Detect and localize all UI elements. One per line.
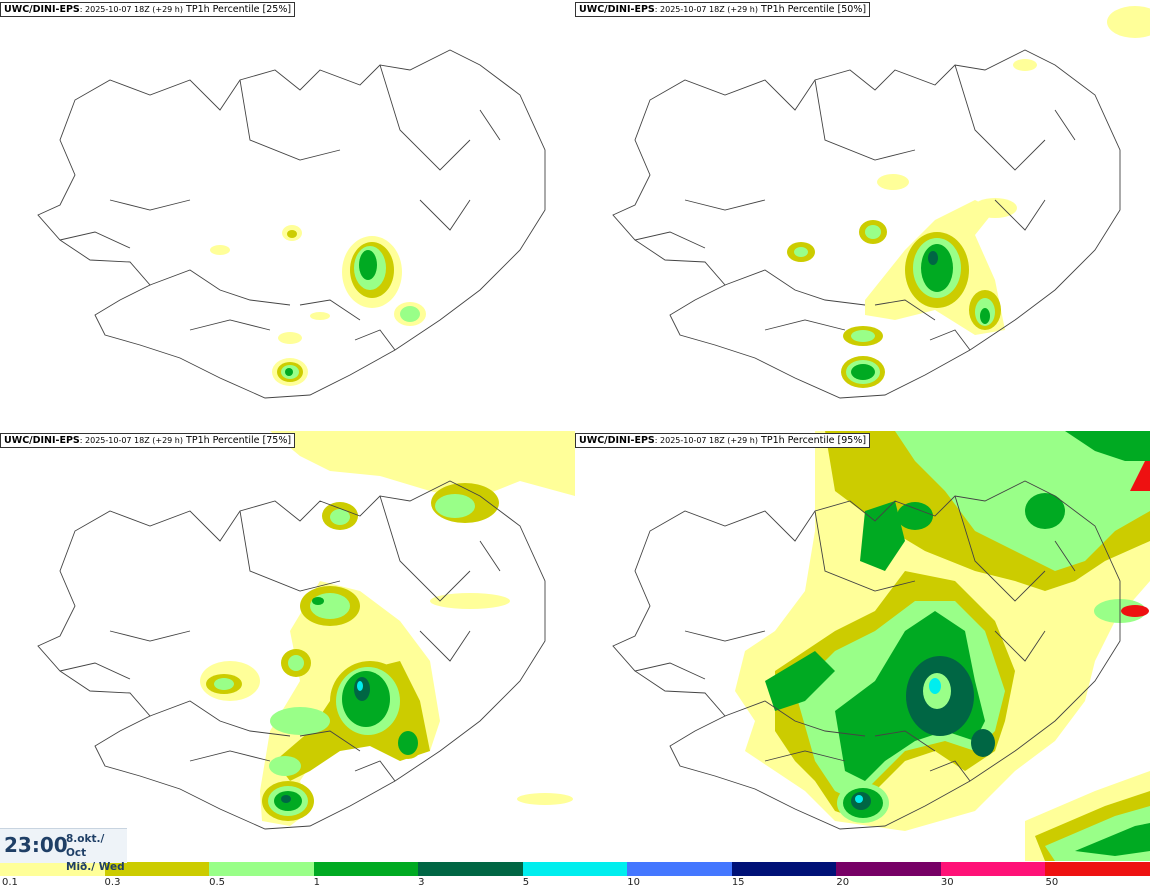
precip-field (735, 431, 1150, 861)
map-panel-p50: UWC/DINI-EPS: 2025-10-07 18Z (+29 h) TP1… (575, 0, 1150, 430)
legend-tick-label: 0.5 (209, 877, 225, 888)
coastline (612, 480, 1121, 830)
precip-field (200, 431, 575, 826)
legend-swatch (940, 862, 1046, 876)
valid-date: 8.okt./ Oct Mið./ Wed (66, 833, 125, 873)
panel-title: UWC/DINI-EPS: 2025-10-07 18Z (+29 h) TP1… (575, 433, 871, 448)
coastline (37, 49, 546, 399)
precip-field (210, 225, 426, 386)
coastline (612, 49, 1121, 399)
map-panel-p95: UWC/DINI-EPS: 2025-10-07 18Z (+29 h) TP1… (575, 431, 1150, 861)
color-legend: 0.1 0.3 0.5 1 3 5 10 15 20 30 50 (0, 862, 1150, 891)
legend-swatch (313, 862, 419, 876)
panel-title: UWC/DINI-EPS: 2025-10-07 18Z (+29 h) TP1… (0, 2, 296, 17)
legend-tick-label: 5 (522, 877, 530, 888)
precip-map (612, 6, 1150, 399)
legend-swatch (104, 862, 210, 876)
panel-title: UWC/DINI-EPS: 2025-10-07 18Z (+29 h) TP1… (0, 433, 296, 448)
valid-time-box: 23:00 8.okt./ Oct Mið./ Wed (0, 828, 127, 873)
coastline (37, 480, 546, 830)
legend-swatch (836, 862, 941, 876)
precip-field (787, 6, 1150, 388)
legend-swatch (627, 862, 732, 876)
legend-tick-label: 15 (731, 877, 745, 888)
legend-tick-label: 0.1 (2, 877, 18, 888)
legend-swatches (0, 862, 1150, 876)
panel-title: UWC/DINI-EPS: 2025-10-07 18Z (+29 h) TP1… (575, 2, 871, 17)
legend-swatch (1045, 862, 1150, 876)
legend-swatch (0, 862, 105, 876)
precip-map (37, 431, 575, 830)
precip-map (612, 431, 1150, 861)
legend-tick-label: 0.3 (104, 877, 121, 888)
legend-tick-label: 3 (418, 877, 425, 888)
legend-swatch (731, 862, 837, 876)
valid-time: 23:00 (4, 833, 68, 857)
map-panel-p75: UWC/DINI-EPS: 2025-10-07 18Z (+29 h) TP1… (0, 431, 575, 861)
map-panel-p25: UWC/DINI-EPS: 2025-10-07 18Z (+29 h) TP1… (0, 0, 575, 430)
legend-swatch (209, 862, 314, 876)
legend-tick-label: 30 (940, 877, 954, 888)
precip-map (37, 49, 546, 399)
legend-tick-label: 1 (313, 877, 320, 888)
legend-tick-label: 20 (836, 877, 850, 888)
legend-tick-label: 50 (1045, 877, 1059, 888)
legend-ticks: 0.1 0.3 0.5 1 3 5 10 15 20 30 50 (0, 877, 1150, 891)
legend-swatch (418, 862, 523, 876)
legend-swatch (522, 862, 628, 876)
legend-tick-label: 10 (627, 877, 640, 888)
